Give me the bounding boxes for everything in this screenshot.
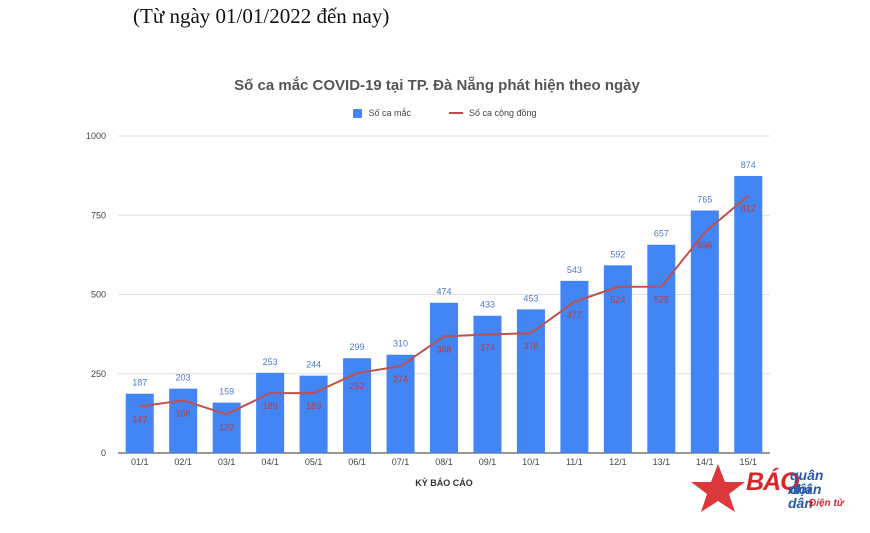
- x-tick-label: 07/1: [392, 457, 410, 467]
- bar-value-label: 592: [610, 249, 625, 259]
- logo-bao-text: BÁO: [746, 468, 800, 496]
- bar-value-label: 159: [219, 387, 234, 397]
- bar-value-label: 874: [741, 160, 756, 170]
- x-tick-label: 02/1: [174, 457, 192, 467]
- x-tick-label: 15/1: [740, 457, 758, 467]
- line-value-label: 189: [263, 401, 278, 411]
- x-tick-label: 10/1: [522, 457, 540, 467]
- line-value-label: 524: [610, 295, 625, 305]
- x-tick-label: 08/1: [435, 457, 453, 467]
- line-value-label: 166: [176, 408, 191, 418]
- logo-quandoi-text: quân đội: [790, 467, 824, 497]
- bar-value-label: 474: [436, 287, 451, 297]
- x-tick-label: 09/1: [479, 457, 497, 467]
- logo-nhandan-text: nhân dân: [788, 481, 822, 511]
- x-tick-label: 04/1: [261, 457, 279, 467]
- legend-item-bar: Số ca mắc: [353, 108, 411, 118]
- x-tick-label: 13/1: [653, 457, 671, 467]
- line-value-label: 525: [654, 295, 669, 305]
- star-logo-icon: [691, 464, 745, 512]
- x-tick-label: 03/1: [218, 457, 236, 467]
- line-value-label: 274: [393, 374, 408, 384]
- bar-value-label: 244: [306, 360, 321, 370]
- bar: [690, 210, 719, 453]
- date-range-caption: (Từ ngày 01/01/2022 đến nay): [133, 4, 390, 28]
- x-axis-title: KỲ BÁO CÁO: [415, 477, 473, 488]
- legend-item-line: Số ca cộng đồng: [448, 108, 537, 118]
- line-value-label: 122: [219, 422, 234, 432]
- chart-legend: Số ca mắc Số ca cộng đồng: [0, 108, 870, 118]
- x-tick-label: 06/1: [348, 457, 366, 467]
- chart-title: Số ca mắc COVID-19 tại TP. Đà Nẵng phát …: [234, 77, 640, 94]
- bar: [560, 280, 589, 453]
- y-tick-label: 0: [101, 448, 106, 458]
- newspaper-logo: BÁO quân đội nhân dân Điện tử: [688, 460, 848, 515]
- bar-value-label: 187: [132, 378, 147, 388]
- bar-value-label: 433: [480, 300, 495, 310]
- y-tick-label: 750: [91, 210, 106, 220]
- bar-value-label: 453: [523, 293, 538, 303]
- bar: [473, 315, 502, 453]
- bar: [386, 354, 415, 453]
- bar-value-label: 657: [654, 229, 669, 239]
- y-tick-label: 500: [91, 290, 106, 300]
- bar: [299, 375, 328, 453]
- line-value-label: 378: [523, 341, 538, 351]
- bar: [516, 309, 545, 453]
- bar: [734, 175, 763, 453]
- line-value-label: 252: [350, 381, 365, 391]
- legend-swatch-line: [448, 112, 463, 114]
- bar-value-label: 253: [263, 357, 278, 367]
- bar: [169, 388, 198, 453]
- line-value-label: 189: [306, 401, 321, 411]
- bar-value-label: 203: [176, 373, 191, 383]
- line-value-label: 368: [436, 344, 451, 354]
- bar-value-label: 543: [567, 265, 582, 275]
- legend-swatch-bar: [353, 108, 363, 118]
- bar: [125, 393, 154, 453]
- bar: [647, 244, 676, 453]
- x-tick-label: 05/1: [305, 457, 323, 467]
- bar-value-label: 765: [697, 194, 712, 204]
- bar-value-label: 299: [350, 342, 365, 352]
- x-tick-label: 14/1: [696, 457, 714, 467]
- legend-label-line: Số ca cộng đồng: [468, 108, 537, 118]
- line-value-label: 696: [697, 240, 712, 250]
- line-value-label: 477: [567, 310, 582, 320]
- bar-value-label: 310: [393, 339, 408, 349]
- line-value-label: 374: [480, 342, 495, 352]
- x-tick-label: 01/1: [131, 457, 149, 467]
- bar: [603, 265, 632, 453]
- line-value-label: 147: [132, 414, 147, 424]
- community-cases-line: [139, 194, 749, 416]
- bar: [256, 372, 285, 453]
- y-tick-label: 250: [91, 369, 106, 379]
- bar: [430, 302, 458, 453]
- x-tick-label: 11/1: [566, 457, 583, 467]
- x-tick-label: 12/1: [609, 457, 627, 467]
- legend-label-bar: Số ca mắc: [368, 108, 411, 118]
- line-value-label: 812: [741, 204, 756, 214]
- logo-dientu-text: Điện tử: [809, 498, 844, 509]
- y-tick-label: 1000: [86, 131, 106, 141]
